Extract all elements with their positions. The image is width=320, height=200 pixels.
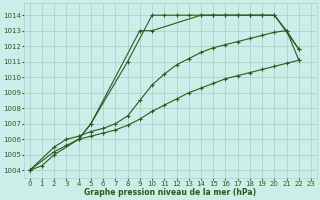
X-axis label: Graphe pression niveau de la mer (hPa): Graphe pression niveau de la mer (hPa)	[84, 188, 256, 197]
